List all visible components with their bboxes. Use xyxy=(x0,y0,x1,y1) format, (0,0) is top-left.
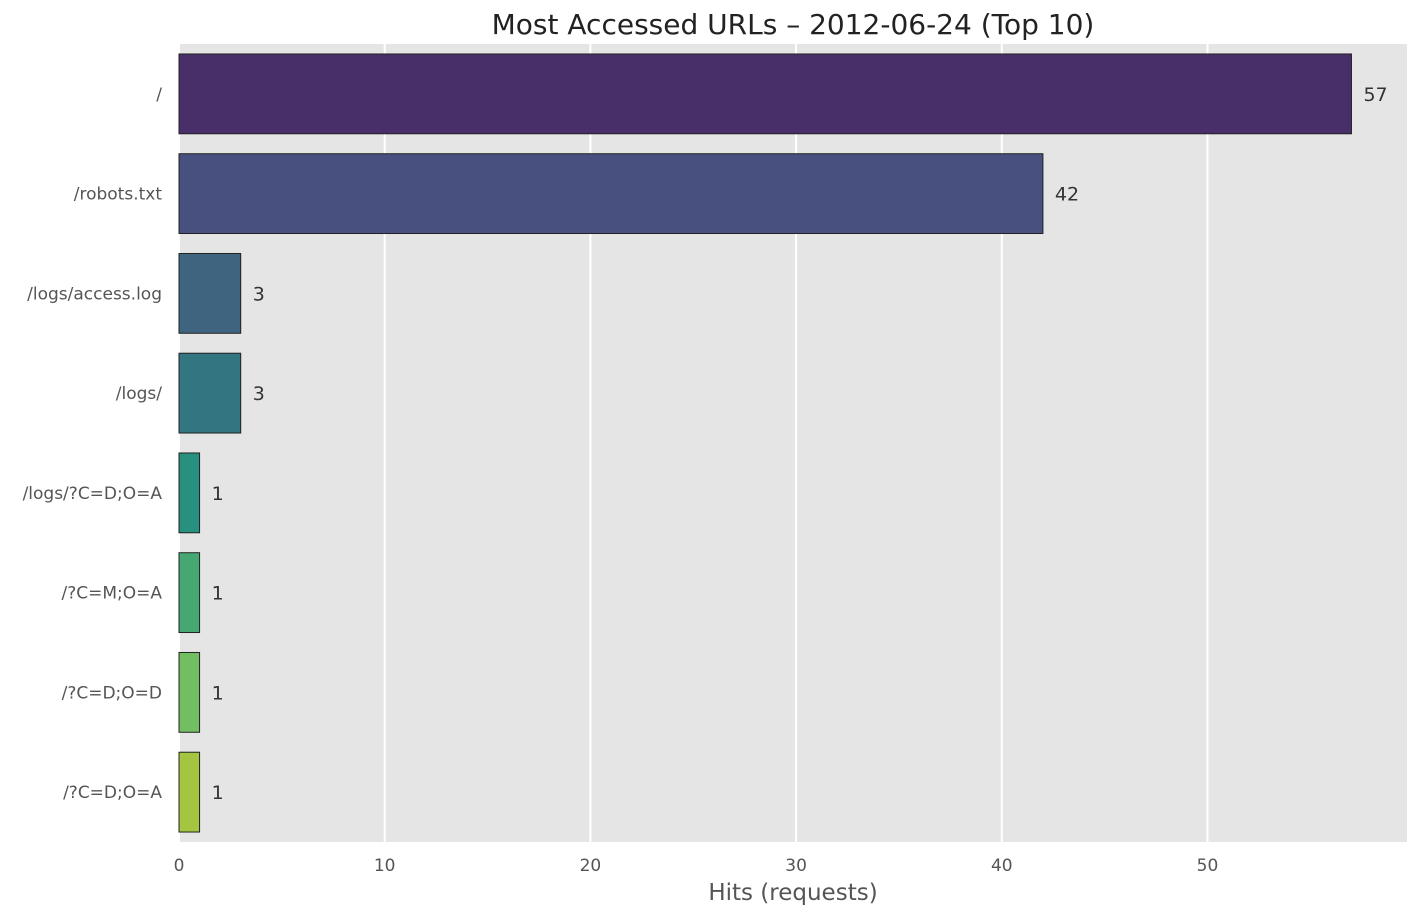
bar-value-label: 42 xyxy=(1055,184,1079,206)
bar-value-label: 1 xyxy=(212,782,224,804)
y-tick-label: / xyxy=(156,85,162,105)
bar xyxy=(178,352,242,434)
y-tick-label: /logs/access.log xyxy=(27,284,162,304)
bar xyxy=(178,153,1044,235)
bar-value-label: 3 xyxy=(253,383,265,405)
x-tick-label: 0 xyxy=(174,856,185,876)
bar xyxy=(178,651,201,733)
x-tick-label: 20 xyxy=(580,856,602,876)
x-axis-label: Hits (requests) xyxy=(708,880,877,906)
y-tick-labels: / /robots.txt/logs/access.log/logs/ /logs/… xyxy=(23,85,163,803)
data-labels: 57 42 3 3 1 1 1 1 xyxy=(212,84,1388,804)
x-tick-labels: 0 10 20 30 40 50 xyxy=(174,856,1219,876)
bar-value-label: 1 xyxy=(212,483,224,505)
y-tick-label: /?C=D;O=A xyxy=(63,783,162,803)
x-tick-label: 50 xyxy=(1197,856,1219,876)
bar-value-label: 1 xyxy=(212,583,224,605)
bar-value-label: 3 xyxy=(253,283,265,305)
y-tick-label: /robots.txt xyxy=(74,185,163,205)
y-tick-label: /?C=D;O=D xyxy=(62,683,162,703)
bar xyxy=(178,53,1352,135)
bar-value-label: 1 xyxy=(212,682,224,704)
bar-value-label: 57 xyxy=(1363,84,1387,106)
y-tick-label: /logs/?C=D;O=A xyxy=(23,484,163,504)
y-tick-label: /?C=M;O=A xyxy=(61,584,162,604)
bars xyxy=(178,53,1352,833)
y-tick-label: /logs/ xyxy=(116,384,162,404)
x-tick-label: 30 xyxy=(785,856,807,876)
bar xyxy=(178,452,201,534)
x-tick-label: 40 xyxy=(991,856,1013,876)
bar xyxy=(178,252,242,334)
chart-title: Most Accessed URLs – 2012-06-24 (Top 10) xyxy=(492,8,1095,41)
bar xyxy=(178,552,201,634)
bar xyxy=(178,751,201,833)
x-tick-label: 10 xyxy=(374,856,396,876)
